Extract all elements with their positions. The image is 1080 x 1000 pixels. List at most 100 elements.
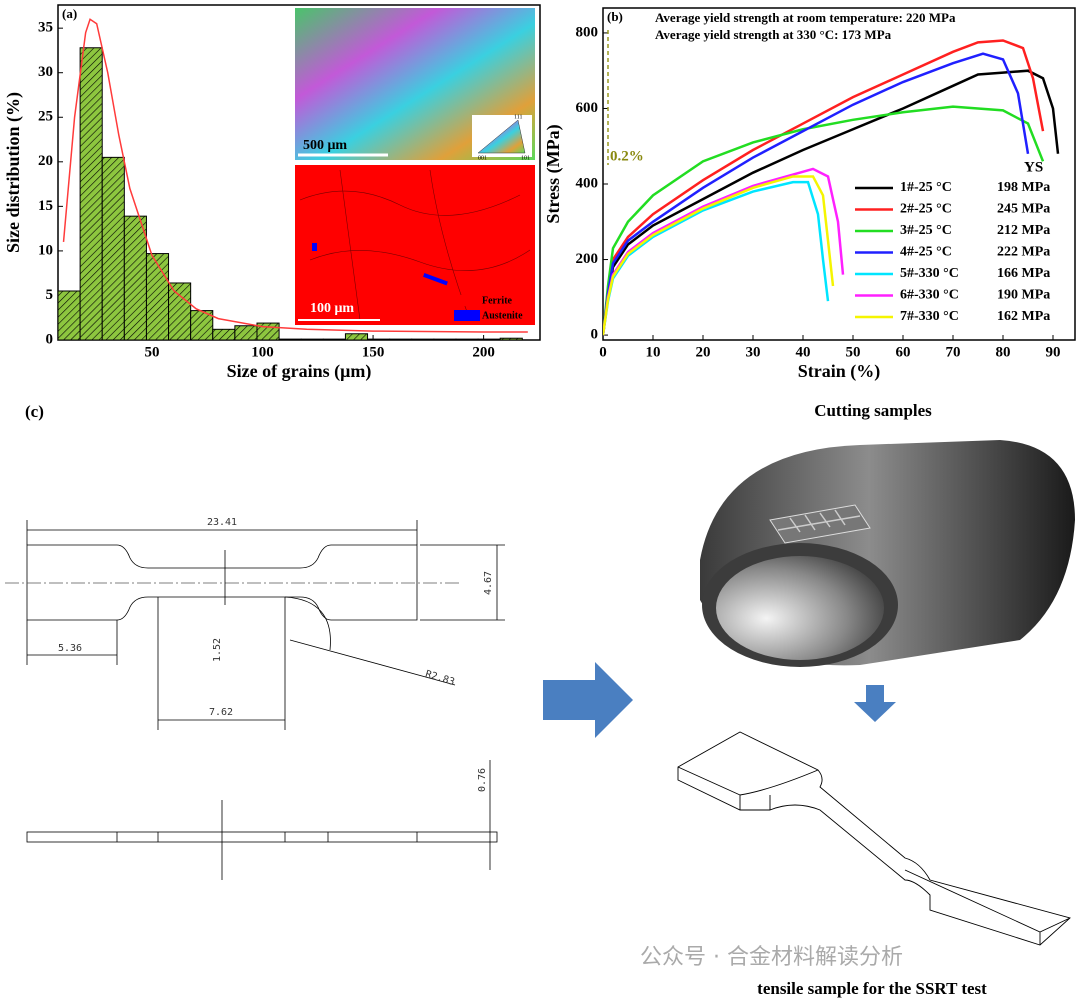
bar bbox=[322, 338, 346, 340]
specimen-side-view bbox=[26, 831, 498, 843]
x-tick-label: 30 bbox=[746, 344, 761, 360]
y-tick-label: 5 bbox=[46, 287, 54, 303]
annotation: 0.2% bbox=[610, 148, 644, 164]
fit-curve bbox=[62, 18, 528, 333]
scale-label: 500 μm bbox=[303, 138, 347, 153]
bar bbox=[433, 338, 457, 340]
legend-label: 7#-330 °C bbox=[900, 309, 959, 324]
dimension: 0.76 bbox=[477, 768, 488, 792]
tube-bore bbox=[716, 556, 884, 660]
y-tick-label: 800 bbox=[576, 24, 599, 40]
bar bbox=[300, 338, 324, 340]
bar bbox=[101, 156, 125, 340]
y-tick-label: 400 bbox=[576, 175, 599, 191]
legend-label: 3#-25 °C bbox=[900, 223, 952, 238]
bars bbox=[58, 47, 523, 340]
legend-label: 2#-25 °C bbox=[900, 202, 952, 217]
panel-label: (c) bbox=[25, 402, 44, 421]
watermark: 公众号 · 合金材料解读分析 bbox=[640, 945, 903, 970]
y-tick-label: 30 bbox=[38, 64, 53, 80]
stress-strain-curve bbox=[603, 105, 1045, 336]
bar bbox=[367, 338, 391, 340]
plot-frame bbox=[602, 7, 1076, 341]
stress-strain-curve bbox=[603, 69, 1060, 336]
bar bbox=[389, 338, 413, 340]
y-tick-label: 35 bbox=[38, 20, 53, 36]
grain-boundaries bbox=[299, 169, 531, 321]
bar bbox=[278, 338, 302, 340]
legend-ys: 222 MPa bbox=[997, 245, 1050, 260]
y-tick-label: 25 bbox=[38, 109, 53, 125]
arrow-down bbox=[854, 685, 896, 722]
cut-samples bbox=[769, 504, 871, 544]
y-tick-label: 0 bbox=[591, 327, 599, 343]
panel-label: (a) bbox=[62, 6, 77, 21]
x-tick-label: 40 bbox=[796, 344, 811, 360]
y-axis-label: Stress (MPa) bbox=[543, 124, 564, 223]
legend-label: Ferrite bbox=[482, 295, 513, 306]
legend-label: 4#-25 °C bbox=[900, 245, 952, 260]
y-tick-label: 10 bbox=[38, 242, 53, 258]
austenite-spot bbox=[312, 243, 317, 251]
phase-legend: Ferrite Austenite bbox=[454, 295, 523, 321]
bar bbox=[79, 47, 103, 340]
x-tick-label: 90 bbox=[1046, 344, 1061, 360]
annotation: Average yield strength at room temperatu… bbox=[655, 10, 956, 25]
legend-ys: 212 MPa bbox=[997, 223, 1050, 238]
cutting-title: Cutting samples bbox=[814, 401, 932, 420]
cut-sample-lines bbox=[777, 509, 861, 533]
bar bbox=[234, 325, 258, 340]
y-tick-label: 15 bbox=[38, 198, 53, 214]
legend-ys: 245 MPa bbox=[997, 202, 1050, 217]
y-tick-label: 0 bbox=[46, 331, 54, 347]
bar bbox=[58, 290, 81, 340]
bar bbox=[168, 282, 192, 340]
panel-label: (b) bbox=[607, 9, 623, 24]
tensile-sample-3d bbox=[677, 731, 1071, 946]
legend-label: 5#-330 °C bbox=[900, 266, 959, 281]
stress-strain-curve bbox=[603, 180, 830, 336]
specimen-top-view bbox=[26, 544, 418, 621]
x-axis-label: Size of grains (μm) bbox=[227, 361, 372, 382]
ipf-label: 001 bbox=[478, 155, 487, 161]
stress-strain-curve bbox=[603, 167, 845, 336]
legend-ys: 166 MPa bbox=[997, 266, 1050, 281]
bar bbox=[477, 338, 501, 340]
austenite-spot bbox=[423, 273, 448, 286]
x-tick-label: 0 bbox=[599, 344, 607, 360]
annotation: YS bbox=[1024, 159, 1043, 175]
annotation: Average yield strength at 330 °C: 173 MP… bbox=[655, 27, 892, 42]
legend-label: 1#-25 °C bbox=[900, 180, 952, 195]
dimension: 23.41 bbox=[207, 517, 237, 528]
dimension: R2.83 bbox=[424, 669, 456, 688]
x-tick-label: 50 bbox=[846, 344, 861, 360]
ipf-label: 111 bbox=[514, 114, 523, 120]
legend-ys: 198 MPa bbox=[997, 180, 1050, 195]
legend-ys: 162 MPa bbox=[997, 309, 1050, 324]
x-tick-label: 200 bbox=[472, 344, 495, 360]
arrow-right bbox=[543, 662, 633, 738]
x-tick-label: 80 bbox=[996, 344, 1011, 360]
x-tick-label: 100 bbox=[251, 344, 274, 360]
scale-label: 100 μm bbox=[310, 301, 354, 316]
dimension: 5.36 bbox=[58, 643, 82, 654]
side-view-lines bbox=[116, 760, 491, 880]
x-axis-label: Strain (%) bbox=[798, 361, 881, 382]
dimension: 1.52 bbox=[212, 638, 223, 662]
y-tick-label: 600 bbox=[576, 100, 599, 116]
dimension: 4.67 bbox=[483, 571, 494, 595]
y-tick-label: 20 bbox=[38, 153, 53, 169]
dimension-lines bbox=[26, 520, 505, 730]
bar bbox=[344, 333, 369, 340]
bar bbox=[499, 337, 523, 340]
legend-ys: 190 MPa bbox=[997, 288, 1050, 303]
x-tick-label: 60 bbox=[896, 344, 911, 360]
y-tick-label: 200 bbox=[576, 251, 599, 267]
stress-strain-curve bbox=[603, 175, 835, 336]
x-tick-label: 20 bbox=[696, 344, 711, 360]
ipf-triangle bbox=[477, 119, 526, 154]
sample-caption: tensile sample for the SSRT test bbox=[757, 979, 987, 998]
legend-label: 6#-330 °C bbox=[900, 288, 959, 303]
x-tick-label: 10 bbox=[646, 344, 661, 360]
